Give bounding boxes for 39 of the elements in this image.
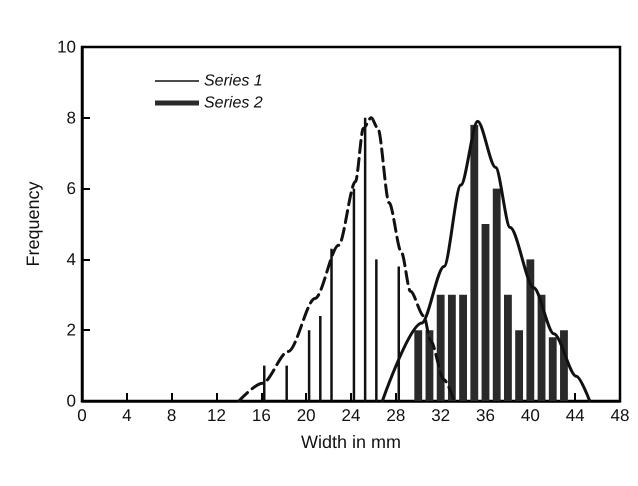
- bar: [538, 294, 546, 401]
- bar: [319, 316, 322, 401]
- x-tick-label: 16: [252, 406, 271, 425]
- legend-label: Series 2: [204, 94, 263, 112]
- y-tick-label: 6: [66, 179, 76, 198]
- bar: [459, 294, 468, 401]
- y-axis-title: Frequency: [23, 181, 43, 267]
- y-tick-label: 2: [66, 320, 76, 340]
- bar: [470, 124, 478, 401]
- x-tick-label: 20: [296, 406, 316, 425]
- bar: [308, 330, 310, 401]
- bar: [285, 366, 288, 401]
- x-tick-label: 32: [431, 406, 450, 425]
- bar: [448, 294, 456, 401]
- y-tick-label: 8: [66, 108, 76, 128]
- bar: [515, 330, 524, 401]
- bar: [526, 259, 534, 401]
- x-tick-label: 4: [122, 406, 132, 425]
- x-tick-label: 36: [476, 406, 495, 425]
- bar: [375, 259, 378, 401]
- bar: [482, 224, 490, 401]
- legend-label: Series 1: [204, 72, 263, 90]
- bar: [426, 330, 434, 401]
- x-tick-label: 12: [207, 406, 226, 425]
- y-tick-label: 4: [66, 250, 76, 269]
- bar: [548, 337, 557, 401]
- x-axis-title: Width in mm: [300, 432, 402, 452]
- x-tick-label: 8: [166, 406, 176, 425]
- bar: [504, 294, 512, 401]
- bar: [436, 294, 445, 401]
- y-tick-label: 0: [66, 392, 76, 410]
- x-tick-label: 40: [520, 406, 540, 425]
- x-tick-label: 24: [342, 406, 360, 425]
- x-tick-label: 28: [386, 406, 406, 425]
- x-tick-label: 48: [610, 406, 630, 425]
- x-tick-label: 44: [566, 406, 585, 425]
- y-tick-label: 10: [57, 38, 76, 56]
- bar: [414, 330, 422, 401]
- bar: [492, 188, 501, 401]
